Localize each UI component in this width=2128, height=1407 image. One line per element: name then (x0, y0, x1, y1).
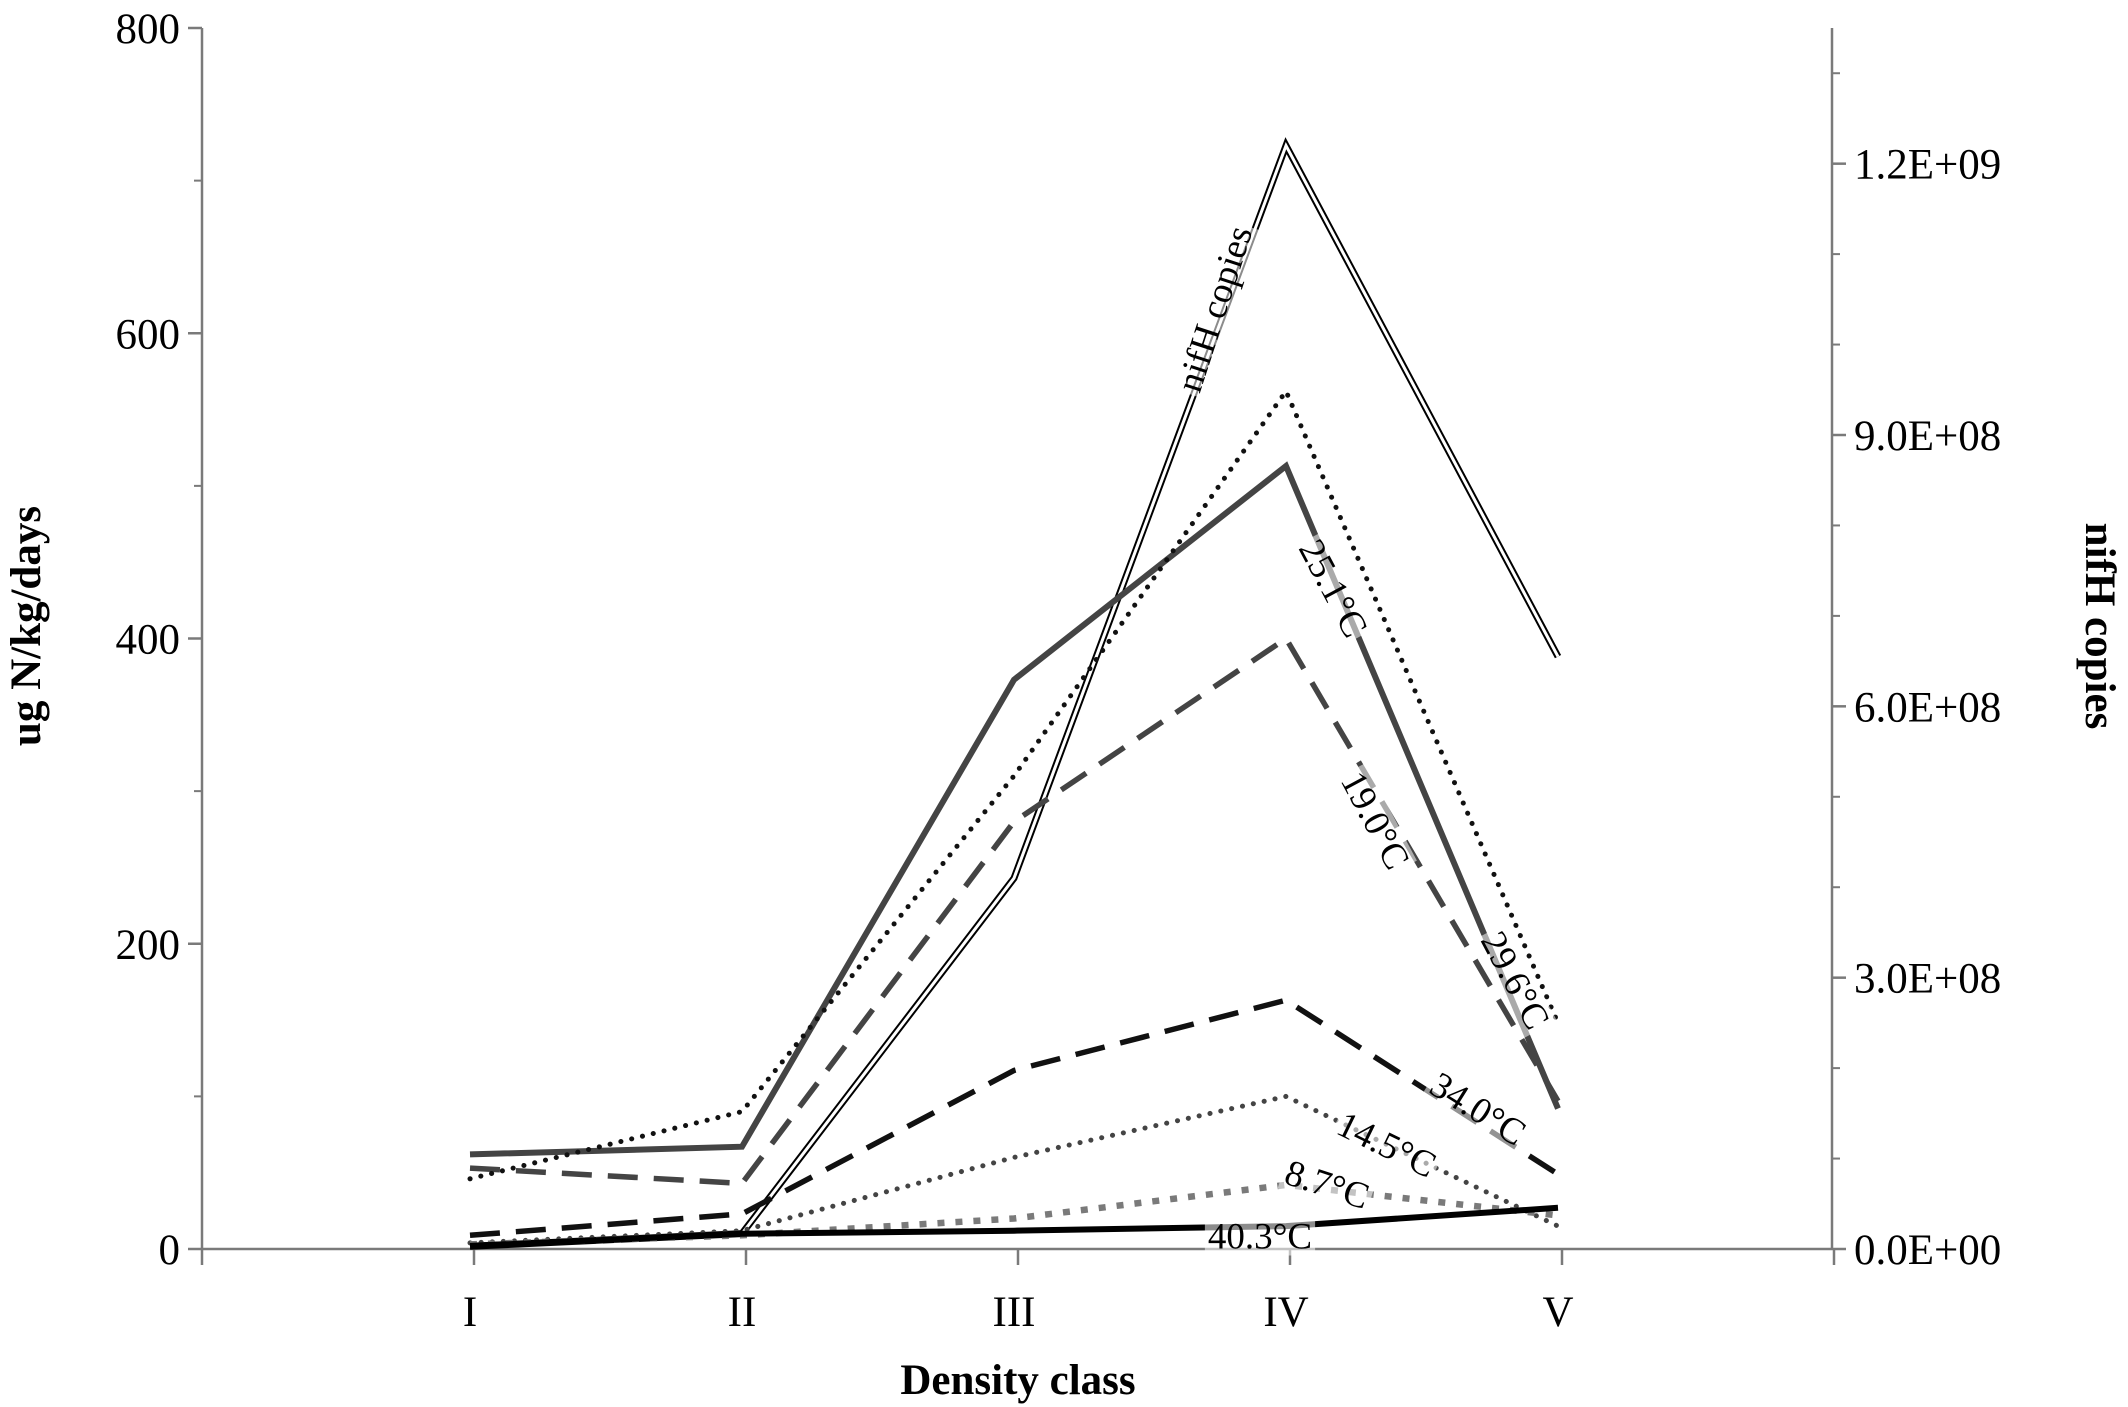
series-label-8-7-c: 8.7°C (1280, 1152, 1374, 1217)
series-label-group-29-6-c: 29.6°C (1472, 923, 1557, 1038)
x-tick-label: I (463, 1289, 477, 1336)
series-label-bg-8-7-c (1277, 1153, 1377, 1217)
series-label-bg-40-3-c (1204, 1218, 1316, 1256)
series-line-nifh-copies-inner (469, 141, 1560, 1248)
series-label-34-0-c: 34.0°C (1423, 1064, 1533, 1154)
series-label-19-0-c: 19.0°C (1332, 765, 1417, 876)
y-tick-label: 800 (116, 6, 181, 53)
series-label-bg-nifh-copies (1170, 218, 1261, 400)
x-tick-label: V (1542, 1289, 1573, 1336)
y-tick-label: 200 (116, 922, 181, 969)
series-line-25-1-c (469, 461, 1561, 1158)
series-line-29-6-c (467, 386, 1561, 1182)
series-label-group-19-0-c: 19.0°C (1332, 763, 1417, 878)
series-label-25-1-c: 25.1°C (1290, 533, 1375, 644)
y2-tick-label: 3.0E+08 (1854, 956, 2001, 1003)
series-label-group-40-3-c: 40.3°C (1204, 1216, 1316, 1257)
series-labels: nifH copies29.6°C25.1°C19.0°C34.0°C14.5°… (1169, 218, 1557, 1257)
y-tick-label: 600 (116, 311, 181, 358)
x-tick-label: III (993, 1289, 1036, 1336)
series-label-bg-34-0-c (1421, 1064, 1535, 1155)
series-label-nifh-copies: nifH copies (1169, 221, 1261, 397)
series-label-bg-29-6-c (1472, 923, 1557, 1038)
y-axis-title: ug N/kg/days (3, 506, 50, 746)
series-line-34-0-c (469, 997, 1560, 1239)
y2-tick-label: 0.0E+00 (1854, 1227, 2001, 1274)
series-label-group-nifh-copies: nifH copies (1169, 218, 1261, 400)
series-line-nifh-copies (469, 137, 1562, 1250)
y2-tick-label: 1.2E+09 (1854, 142, 2001, 189)
axes: 0 200 400 600 800 0.0E+00 3.0E+08 6.0E+08 9.0E+0… (116, 6, 2002, 1336)
y-tick-label: 400 (116, 617, 181, 664)
series-line-40-3-c (469, 1204, 1559, 1249)
series-label-bg-14-5-c (1328, 1104, 1444, 1187)
series-label-group-34-0-c: 34.0°C (1421, 1064, 1535, 1155)
y-tick-label: 0 (159, 1227, 181, 1274)
series-layer (467, 137, 1562, 1250)
x-tick-label: II (728, 1289, 757, 1336)
x-axis-title: Density class (900, 1357, 1135, 1404)
series-label-group-25-1-c: 25.1°C (1290, 531, 1375, 646)
y2-tick-label: 6.0E+08 (1854, 684, 2001, 731)
y2-axis-title: nifH copies (2076, 523, 2123, 730)
series-label-40-3-c: 40.3°C (1208, 1216, 1312, 1257)
series-label-bg-19-0-c (1332, 763, 1417, 878)
series-label-group-8-7-c: 8.7°C (1277, 1152, 1377, 1218)
series-label-bg-25-1-c (1290, 531, 1375, 646)
y2-tick-label: 9.0E+08 (1854, 413, 2001, 460)
x-tick-label: IV (1263, 1289, 1308, 1336)
